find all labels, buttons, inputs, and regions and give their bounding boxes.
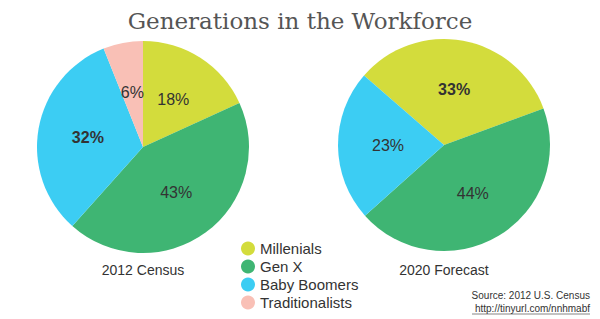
- svg-text:Gen X: Gen X: [260, 258, 303, 275]
- svg-text:33%: 33%: [438, 81, 470, 98]
- svg-text:6%: 6%: [121, 84, 144, 101]
- svg-text:Traditionalists: Traditionalists: [260, 294, 352, 311]
- svg-text:43%: 43%: [160, 184, 192, 201]
- svg-text:2020 Forecast: 2020 Forecast: [399, 262, 489, 278]
- svg-text:2012 Census: 2012 Census: [102, 262, 185, 278]
- svg-text:Millenials: Millenials: [260, 240, 322, 257]
- svg-text:Generations in the Workforce: Generations in the Workforce: [128, 8, 473, 34]
- svg-text:http://tinyurl.com/nnhmabf: http://tinyurl.com/nnhmabf: [475, 303, 590, 314]
- svg-text:32%: 32%: [72, 129, 104, 146]
- svg-text:44%: 44%: [457, 185, 489, 202]
- svg-text:Source: 2012 U.S. Census: Source: 2012 U.S. Census: [472, 290, 590, 301]
- svg-text:23%: 23%: [372, 137, 404, 154]
- svg-text:18%: 18%: [157, 91, 189, 108]
- svg-text:Baby Boomers: Baby Boomers: [260, 276, 358, 293]
